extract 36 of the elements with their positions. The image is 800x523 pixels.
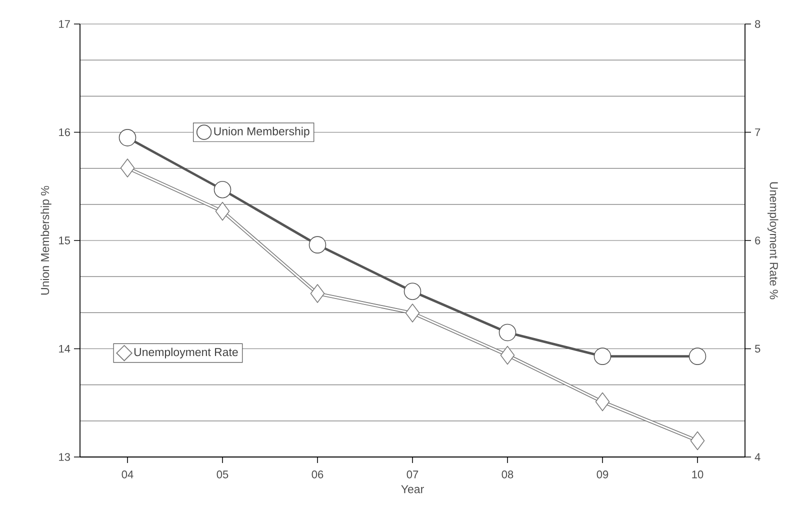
point xyxy=(500,346,515,365)
y2-tick-label: 5 xyxy=(754,344,760,353)
point xyxy=(118,129,136,146)
x-tick-label: 08 xyxy=(502,470,514,478)
y-tick-label: 17 xyxy=(59,20,70,28)
x-tick-label: 07 xyxy=(406,470,418,478)
y-axis-title: Union Membership % xyxy=(40,186,52,295)
y2-axis-title: Unemployment Rate % xyxy=(768,182,778,300)
point xyxy=(120,158,135,178)
point xyxy=(215,202,230,221)
point xyxy=(595,392,610,412)
x-axis-title: Year xyxy=(401,485,424,494)
legend-label: Unemployment Rate xyxy=(134,348,238,358)
x-tick-label: 06 xyxy=(312,470,324,478)
y2-tick-label: 8 xyxy=(755,20,760,28)
x-tick-label: 10 xyxy=(692,470,704,478)
y2-tick-label: 7 xyxy=(755,128,760,136)
point xyxy=(310,284,325,303)
point xyxy=(498,324,516,342)
point xyxy=(308,236,326,254)
x-tick-label: 09 xyxy=(596,470,608,478)
point xyxy=(688,348,706,365)
point xyxy=(214,180,232,198)
y-tick-label: 15 xyxy=(59,236,70,244)
point xyxy=(594,348,612,365)
x-tick-label: 04 xyxy=(122,470,134,478)
y2-tick-label: 4 xyxy=(754,453,760,461)
x-tick-label: 05 xyxy=(216,470,228,478)
y-tick-label: 16 xyxy=(59,128,70,136)
y2-tick-label: 6 xyxy=(755,236,760,244)
legend-label: Union Membership xyxy=(214,126,310,138)
point xyxy=(690,431,705,450)
point xyxy=(405,304,420,322)
point xyxy=(404,282,422,300)
y-tick-label: 14 xyxy=(59,344,70,353)
y-tick-label: 13 xyxy=(59,453,70,461)
